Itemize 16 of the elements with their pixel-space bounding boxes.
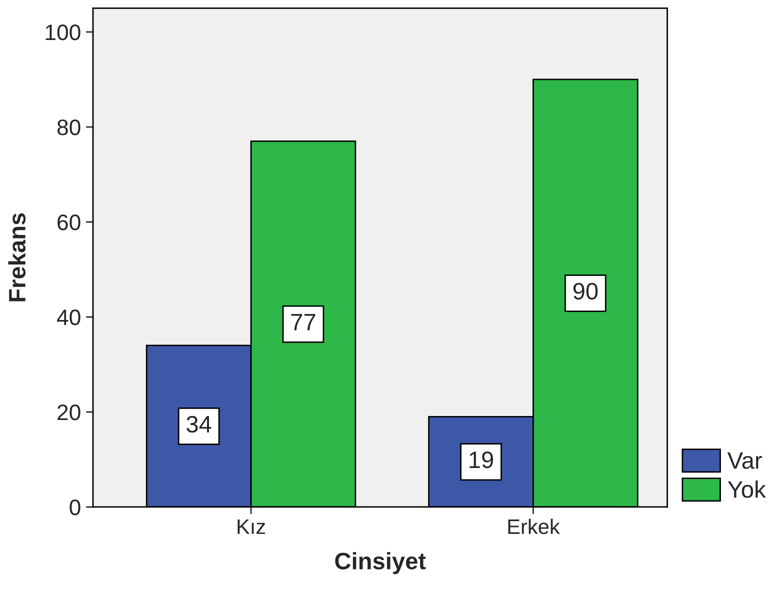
- y-tick-label: 0: [70, 500, 80, 516]
- data-label: 90: [573, 282, 598, 300]
- x-tick-label: Kız: [238, 520, 266, 534]
- data-label: 19: [470, 451, 494, 468]
- y-tick-label: 20: [58, 404, 80, 420]
- x-axis-title: Cinsiyet: [335, 552, 426, 574]
- legend-label: Var: [727, 452, 762, 469]
- y-tick-label: 40: [56, 310, 80, 326]
- y-tick-label: 80: [57, 120, 80, 136]
- data-label: 34: [186, 416, 212, 433]
- data-label: 77: [291, 314, 316, 330]
- y-tick-label: 60: [58, 214, 80, 230]
- legend-label: Yok: [728, 480, 766, 498]
- y-tick-label: 100: [46, 24, 80, 40]
- y-axis-title: Frekans: [8, 213, 26, 302]
- x-tick-label: Erkek: [508, 518, 560, 534]
